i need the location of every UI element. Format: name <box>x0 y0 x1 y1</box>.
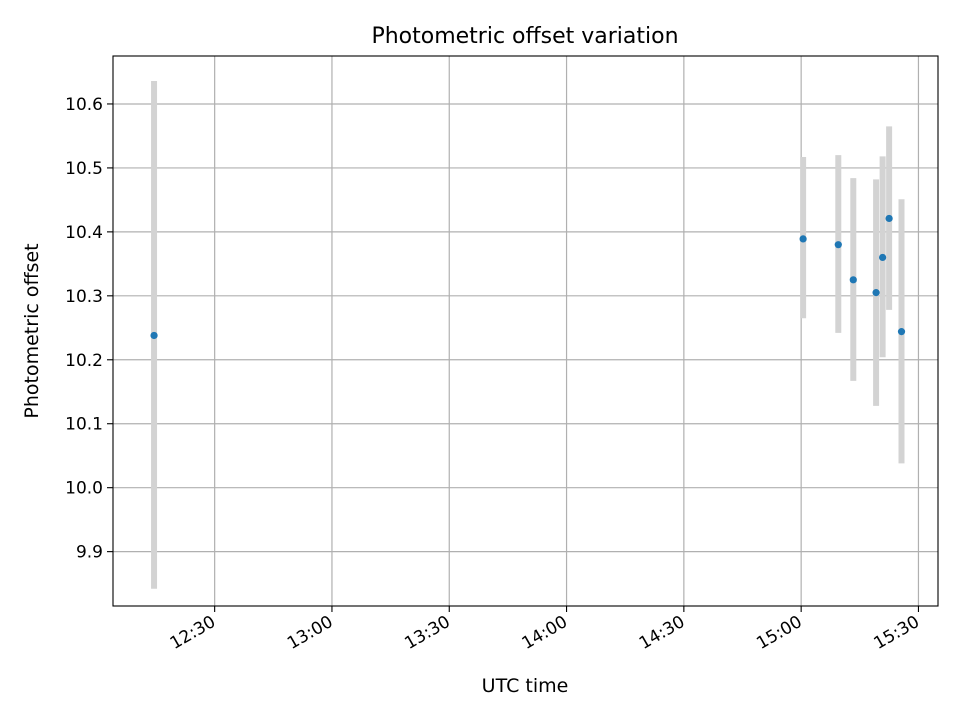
data-point <box>834 241 842 249</box>
data-point <box>897 328 906 336</box>
y-tick-label: 9.9 <box>76 543 103 563</box>
y-tick-label: 10.4 <box>65 223 103 243</box>
data-point <box>849 276 857 284</box>
plot-frame <box>112 55 939 607</box>
y-tick-label: 10.6 <box>65 95 103 115</box>
y-tick-label: 10.0 <box>65 479 103 499</box>
y-tick-label: 10.5 <box>65 159 103 179</box>
y-tick-label: 10.3 <box>65 287 103 307</box>
chart-title: Photometric offset variation <box>371 24 678 49</box>
y-tick-label: 10.2 <box>65 351 103 371</box>
grid <box>113 56 938 606</box>
data-point <box>885 214 893 223</box>
y-tick-label: 10.1 <box>65 415 103 435</box>
data-point <box>872 289 880 297</box>
data-point <box>879 253 887 262</box>
plot-area <box>113 56 938 606</box>
data-point <box>799 235 807 243</box>
y-axis-label: Photometric offset <box>21 243 43 418</box>
y-axis: 9.9 10.0 10.1 10.2 10.3 10.4 10.5 10.6 <box>65 95 113 563</box>
x-axis-label: UTC time <box>482 675 569 697</box>
data-points <box>150 214 906 340</box>
data-point <box>150 331 158 340</box>
